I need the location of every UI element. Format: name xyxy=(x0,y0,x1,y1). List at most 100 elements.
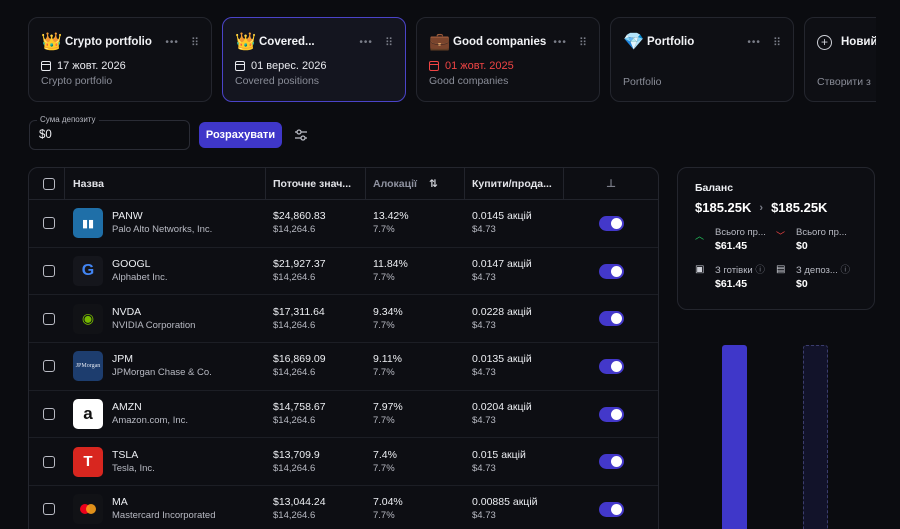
header-current-value[interactable]: Поточне знач... xyxy=(266,168,366,200)
calendar-icon xyxy=(429,61,439,71)
alloc-cell: 9.34% 7.7% xyxy=(366,295,465,342)
value-cell: $14,758.67 $14,264.6 xyxy=(266,391,366,438)
name-cell: ▮▮ PANW Palo Alto Networks, Inc. xyxy=(65,200,266,247)
alloc-cell: 11.84% 7.7% xyxy=(366,248,465,295)
alloc-cell: 13.42% 7.7% xyxy=(366,200,465,247)
row-toggle[interactable] xyxy=(598,501,624,517)
more-icon[interactable]: ••• xyxy=(359,36,373,48)
row-toggle[interactable] xyxy=(598,454,624,470)
balance-item: ﹀ Всього пр... $0 xyxy=(776,227,857,252)
portfolio-card-good-companies[interactable]: 💼 Good companies ••• ⠿ 01 жовт. 2025 Goo… xyxy=(416,17,600,102)
row-toggle[interactable] xyxy=(598,215,624,231)
drag-handle-icon[interactable]: ⠿ xyxy=(772,35,781,49)
row-toggle[interactable] xyxy=(598,358,624,374)
row-checkbox[interactable] xyxy=(43,265,55,278)
header-allocation-label: Алокації xyxy=(373,177,417,190)
sort-icon[interactable]: ⇅ xyxy=(428,177,438,190)
more-icon[interactable]: ••• xyxy=(747,36,761,48)
balance-item: ︿ Всього пр... $61.45 xyxy=(695,227,776,252)
company-name: NVIDIA Corporation xyxy=(112,319,196,331)
row-select-cell xyxy=(29,248,65,295)
filter-settings-icon[interactable] xyxy=(293,127,309,143)
table-row[interactable]: T TSLA Tesla, Inc. $13,709.9 $14,264.6 7.4… xyxy=(29,438,658,487)
drag-handle-icon[interactable]: ⠿ xyxy=(578,35,587,49)
balance-title: Баланс xyxy=(695,182,734,194)
current-balance-bar xyxy=(722,345,747,529)
buy-amount: $4.73 xyxy=(472,510,496,522)
crown-icon: 👑 xyxy=(235,32,257,52)
name-cell: a AMZN Amazon.com, Inc. xyxy=(65,391,266,438)
ticker: AMZN xyxy=(112,401,142,414)
target-allocation: 7.7% xyxy=(373,272,395,284)
header-buy-sell[interactable]: Купити/прода... xyxy=(465,168,564,200)
row-checkbox[interactable] xyxy=(43,408,55,421)
amazon-logo-icon: a xyxy=(73,399,103,430)
select-all-checkbox[interactable] xyxy=(42,177,55,190)
balance-item: ▣ З готівки ⓘ $61.45 xyxy=(695,262,776,290)
card-date-empty xyxy=(623,60,781,73)
portfolio-card-covered[interactable]: 👑 Covered... ••• ⠿ 01 верес. 2026 Covere… xyxy=(222,17,406,102)
crown-icon: 👑 xyxy=(41,32,63,52)
row-checkbox[interactable] xyxy=(43,455,55,468)
table-row[interactable]: ▮▮ PANW Palo Alto Networks, Inc. $24,860.… xyxy=(29,200,658,248)
portfolio-card-crypto[interactable]: 👑 Crypto portfolio ••• ⠿ 17 жовт. 2026 C… xyxy=(28,17,212,102)
ticker: GOOGL xyxy=(112,258,151,271)
table-header: Назва Поточне знач... Алокації ⇅ Купити/п… xyxy=(29,168,658,200)
new-portfolio-card[interactable]: + Новий Створити з xyxy=(804,17,876,102)
row-toggle[interactable] xyxy=(598,263,624,279)
more-icon[interactable]: ••• xyxy=(165,36,179,48)
mastercard-orange-circle xyxy=(86,504,96,515)
alloc-cell: 7.4% 7.7% xyxy=(366,438,465,485)
deposit-field[interactable]: Сума депозиту $0 xyxy=(29,115,190,150)
row-toggle[interactable] xyxy=(598,406,624,422)
header-allocation[interactable]: Алокації ⇅ xyxy=(366,168,465,200)
pin-icon[interactable]: ⊥ xyxy=(605,177,617,190)
info-icon[interactable]: ⓘ xyxy=(840,265,850,276)
select-all-cell xyxy=(29,168,65,200)
current-value: $14,758.67 xyxy=(273,401,326,414)
row-checkbox[interactable] xyxy=(43,312,55,325)
buy-cell: 0.0204 акцій $4.73 xyxy=(465,391,564,438)
header-name[interactable]: Назва xyxy=(65,168,266,200)
arrow-down-icon: ﹀ xyxy=(776,232,786,242)
table-row[interactable]: a AMZN Amazon.com, Inc. $14,758.67 $14,264… xyxy=(29,391,658,439)
buy-shares: 0.0145 акцій xyxy=(472,210,532,223)
buy-cell: 0.0147 акцій $4.73 xyxy=(465,248,564,295)
deposit-icon: ▤ xyxy=(776,264,786,275)
portfolio-card-portfolio[interactable]: 💎 Portfolio ••• ⠿ Portfolio xyxy=(610,17,794,102)
card-subtitle: Створити з xyxy=(817,76,871,88)
row-toggle[interactable] xyxy=(598,311,624,327)
table-row[interactable]: MA Mastercard Incorporated $13,044.24 $14,… xyxy=(29,486,658,529)
table-row[interactable]: ◉ NVDA NVIDIA Corporation $17,311.64 $14,2… xyxy=(29,295,658,344)
calculate-button[interactable]: Розрахувати xyxy=(199,122,282,148)
value-cell: $24,860.83 $14,264.6 xyxy=(266,200,366,247)
buy-cell: 0.00885 акцій $4.73 xyxy=(465,486,564,529)
target-allocation: 7.7% xyxy=(373,510,395,522)
name-cell: ◉ NVDA NVIDIA Corporation xyxy=(65,295,266,342)
company-name: Palo Alto Networks, Inc. xyxy=(112,224,213,236)
balance-item-label: Всього пр... xyxy=(796,227,847,238)
current-allocation: 9.34% xyxy=(373,305,403,318)
ticker: NVDA xyxy=(112,305,142,318)
buy-cell: 0.0228 акцій $4.73 xyxy=(465,295,564,342)
row-checkbox[interactable] xyxy=(43,503,55,516)
toggle-cell xyxy=(564,200,658,247)
buy-amount: $4.73 xyxy=(472,367,496,379)
drag-handle-icon[interactable]: ⠿ xyxy=(190,35,199,49)
row-select-cell xyxy=(29,391,65,438)
table-row[interactable]: JPMorgan JPM JPMorgan Chase & Co. $16,869… xyxy=(29,343,658,391)
target-value: $14,264.6 xyxy=(273,367,316,379)
name-cell: T TSLA Tesla, Inc. xyxy=(65,438,266,485)
info-icon[interactable]: ⓘ xyxy=(755,265,765,276)
jpmorgan-logo-icon: JPMorgan xyxy=(73,351,103,382)
balance-item-label: З депоз... xyxy=(796,265,838,276)
card-date-text: 01 жовт. 2025 xyxy=(445,60,514,72)
deposit-value[interactable]: $0 xyxy=(39,129,52,141)
drag-handle-icon[interactable]: ⠿ xyxy=(384,35,393,49)
calendar-icon xyxy=(41,61,51,71)
row-checkbox[interactable] xyxy=(43,360,55,373)
row-checkbox[interactable] xyxy=(43,217,55,230)
more-icon[interactable]: ••• xyxy=(553,36,567,48)
target-allocation: 7.7% xyxy=(373,319,395,331)
table-row[interactable]: G GOOGL Alphabet Inc. $21,927.37 $14,264.6… xyxy=(29,248,658,296)
